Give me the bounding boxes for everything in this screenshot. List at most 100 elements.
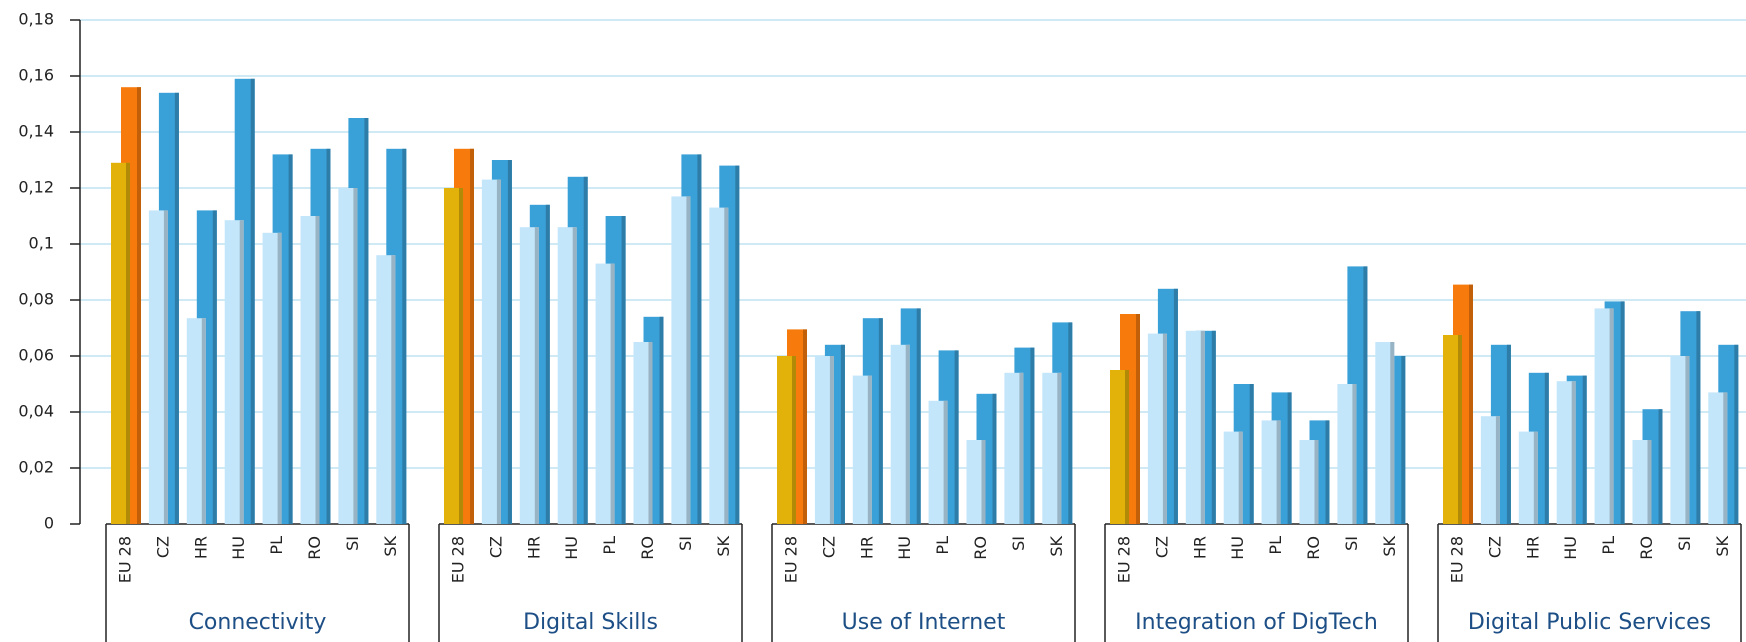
- bar-shade: [364, 118, 369, 524]
- bar: [1708, 392, 1728, 524]
- x-tick-label: HU: [1228, 536, 1247, 560]
- bar-shade: [1696, 311, 1701, 524]
- group-label: Connectivity: [189, 610, 327, 635]
- bar-shade: [507, 160, 512, 524]
- bar-shade: [1276, 420, 1281, 524]
- bar-shade: [867, 375, 872, 524]
- group-label: Digital Public Services: [1468, 610, 1711, 635]
- bar-shade: [1734, 344, 1739, 524]
- bar: [852, 375, 872, 524]
- bar-shade: [353, 188, 358, 524]
- bar-shade: [735, 165, 740, 524]
- bar-shade: [1249, 384, 1254, 524]
- bar-shade: [878, 318, 883, 524]
- bar-shade: [1609, 308, 1614, 524]
- y-tick-label: 0,02: [18, 458, 54, 477]
- bar-shade: [277, 232, 282, 525]
- bar-shade: [724, 207, 729, 524]
- y-tick-label: 0,14: [18, 122, 54, 141]
- bar-shade: [239, 220, 244, 524]
- bar-shade: [1068, 322, 1073, 524]
- bar-shade: [137, 87, 141, 524]
- bar-shade: [470, 148, 474, 525]
- bar: [186, 318, 206, 524]
- group-label: Use of Internet: [842, 610, 1006, 635]
- bar: [1594, 308, 1614, 524]
- bar: [777, 356, 796, 524]
- bar: [1632, 440, 1652, 524]
- bar: [557, 227, 577, 524]
- x-tick-label: HU: [1561, 536, 1580, 560]
- bar-shade: [572, 227, 577, 524]
- x-tick-label: RO: [638, 536, 657, 560]
- bar-shade: [496, 179, 501, 524]
- bar: [376, 255, 396, 524]
- y-tick-label: 0,18: [18, 10, 54, 29]
- x-tick-label: SK: [1380, 536, 1399, 557]
- bar-shade: [916, 308, 921, 524]
- bar-shade: [1544, 372, 1549, 524]
- bar: [148, 210, 168, 524]
- bar-shade: [981, 440, 986, 524]
- x-tick-label: HR: [1190, 536, 1209, 559]
- bar-shade: [905, 344, 910, 524]
- x-tick-label: HR: [857, 536, 876, 559]
- bar: [595, 263, 615, 524]
- bar-shade: [1533, 431, 1538, 524]
- x-tick-label: SI: [343, 536, 362, 551]
- bar: [519, 227, 539, 524]
- bar-shade: [583, 176, 588, 525]
- bar: [633, 342, 653, 524]
- bar-shade: [697, 154, 702, 524]
- bar: [224, 220, 244, 524]
- x-tick-label: HU: [895, 536, 914, 560]
- bar-shade: [840, 344, 845, 524]
- y-tick-label: 0,08: [18, 290, 54, 309]
- x-tick-label: RO: [305, 536, 324, 560]
- bar: [671, 196, 691, 524]
- x-tick-label: CZ: [486, 536, 505, 558]
- bar-shade: [391, 255, 396, 524]
- bar: [1337, 384, 1357, 524]
- bar-shade: [1571, 381, 1576, 524]
- bar-shade: [402, 148, 407, 525]
- x-tick-label: PL: [1599, 536, 1618, 555]
- bar-shade: [954, 350, 959, 524]
- bar-shade: [1506, 344, 1511, 524]
- bar-shade: [792, 356, 796, 524]
- bar-shade: [1390, 342, 1395, 524]
- bar: [338, 188, 358, 524]
- bar-shade: [1030, 347, 1035, 524]
- bar-shade: [459, 188, 463, 524]
- x-tick-label: EU 28: [449, 536, 468, 583]
- x-tick-label: PL: [600, 536, 619, 555]
- x-tick-label: RO: [1304, 536, 1323, 560]
- bar-shade: [1019, 372, 1024, 524]
- x-tick-label: CZ: [819, 536, 838, 558]
- bar: [262, 232, 282, 525]
- bar-shade: [1363, 266, 1368, 524]
- x-tick-label: EU 28: [782, 536, 801, 583]
- bar: [1443, 335, 1462, 524]
- bar-shade: [1401, 356, 1406, 524]
- bar-shade: [943, 400, 948, 524]
- x-tick-label: EU 28: [116, 536, 135, 583]
- bar-shade: [1723, 392, 1728, 524]
- bar-shade: [1582, 375, 1587, 524]
- bar-shade: [1200, 330, 1205, 524]
- bar-shade: [648, 342, 653, 524]
- bar: [1042, 372, 1062, 524]
- bar: [1375, 342, 1395, 524]
- x-tick-label: HR: [1523, 536, 1542, 559]
- bar-shade: [803, 329, 807, 524]
- y-tick-label: 0,16: [18, 66, 54, 85]
- bar-shade: [1314, 440, 1319, 524]
- x-tick-label: SI: [1009, 536, 1028, 551]
- x-tick-label: SI: [1675, 536, 1694, 551]
- bar: [1670, 356, 1690, 524]
- bar-shade: [992, 393, 997, 524]
- bar-shade: [1647, 440, 1652, 524]
- bar-shade: [1495, 416, 1500, 524]
- bar: [111, 162, 130, 525]
